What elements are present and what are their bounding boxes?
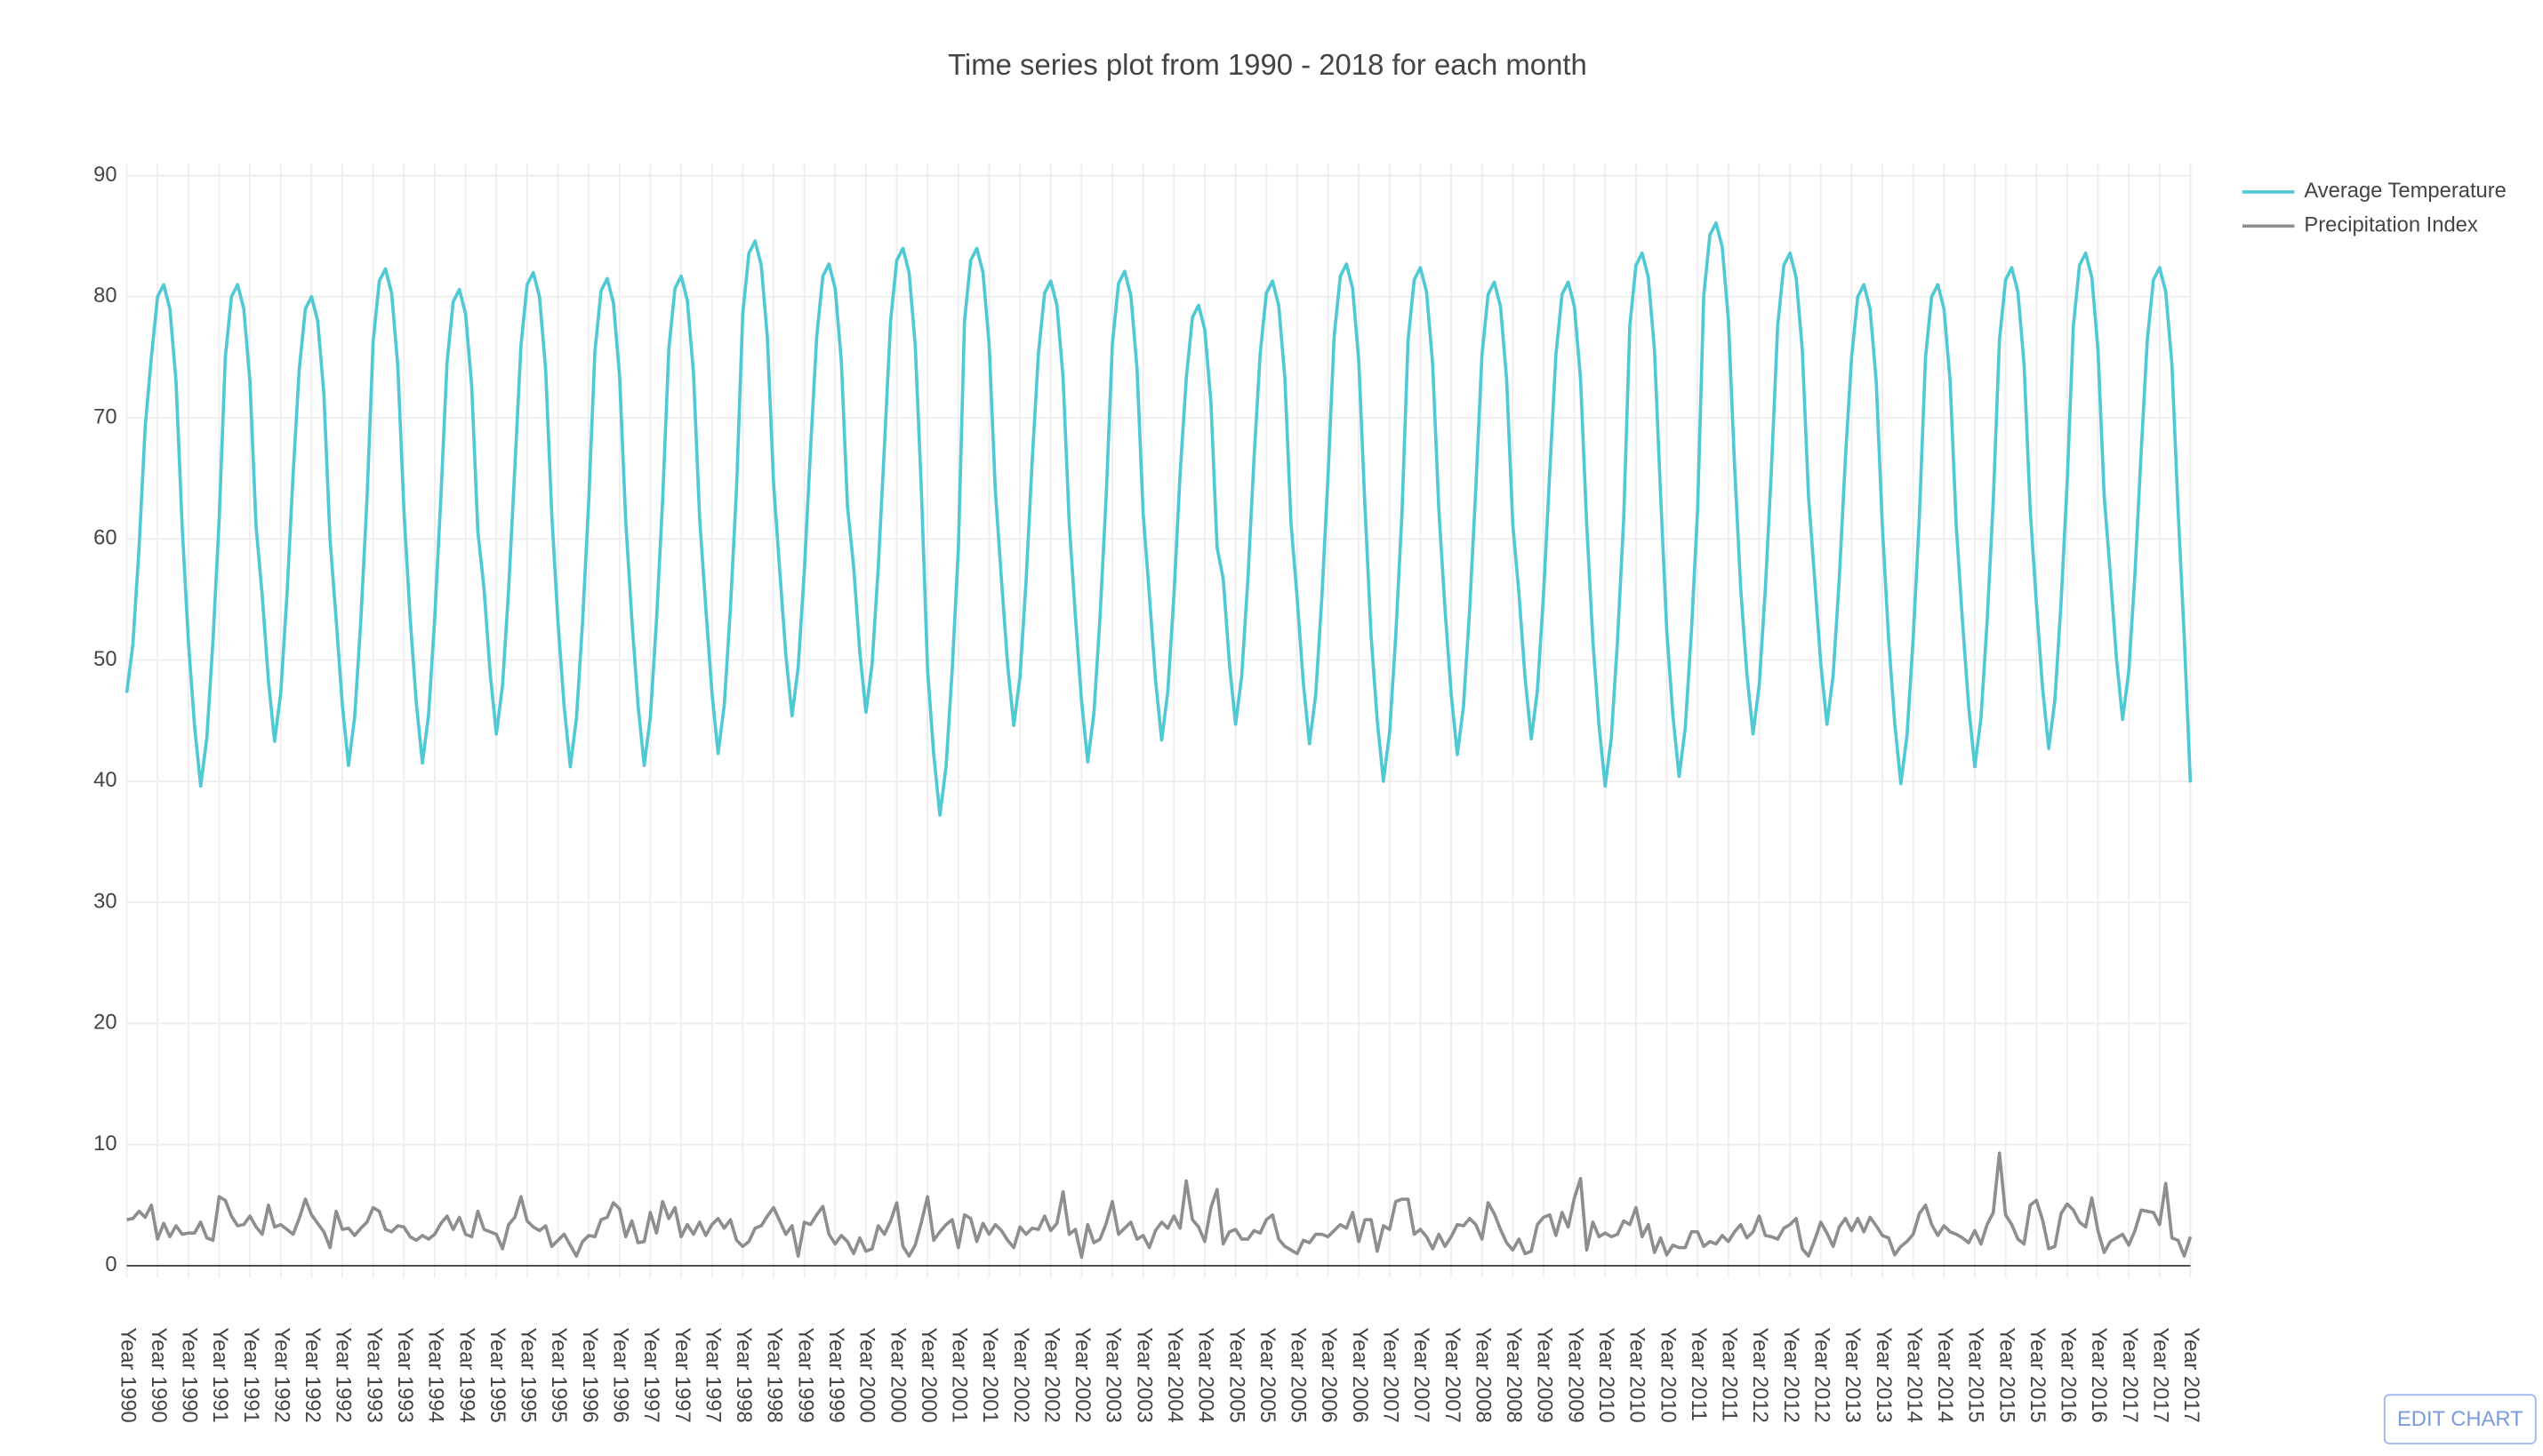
x-tick-label: Year 1992	[301, 1327, 325, 1422]
x-tick-label: Year 2001	[978, 1327, 1002, 1422]
x-tick-label: Year 1999	[824, 1327, 848, 1422]
x-tick-label: Year 2000	[917, 1327, 941, 1422]
x-tick-label: Year 1996	[578, 1327, 602, 1422]
x-tick-label: Year 2012	[1809, 1327, 1833, 1422]
x-tick-label: Year 2008	[1471, 1327, 1495, 1422]
x-tick-label: Year 1997	[670, 1327, 694, 1422]
x-tick-label: Year 2013	[1872, 1327, 1896, 1422]
x-tick-label: Year 2005	[1224, 1327, 1248, 1422]
x-tick-label: Year 2000	[886, 1327, 910, 1422]
y-tick-label: 50	[93, 647, 116, 671]
legend-label: Average Temperature	[2304, 179, 2507, 203]
x-tick-label: Year 2000	[855, 1327, 879, 1422]
x-tick-label: Year 1999	[793, 1327, 817, 1422]
y-tick-label: 90	[93, 163, 116, 187]
series-line	[126, 1151, 2193, 1260]
x-tick-label: Year 1994	[454, 1327, 478, 1422]
y-tick-label: 70	[93, 404, 116, 428]
x-tick-label: Year 1991	[208, 1327, 232, 1422]
x-tick-label: Year 2004	[1163, 1327, 1187, 1422]
x-tick-label: Year 2012	[1779, 1327, 1803, 1422]
x-tick-label: Year 2017	[2179, 1327, 2203, 1422]
x-tick-label: Year 1993	[393, 1327, 417, 1422]
x-tick-label: Year 1997	[639, 1327, 663, 1422]
x-tick-label: Year 2005	[1255, 1327, 1280, 1422]
x-tick-label: Year 2006	[1317, 1327, 1341, 1422]
x-tick-label: Year 2007	[1379, 1327, 1403, 1422]
x-tick-label: Year 1995	[485, 1327, 509, 1422]
x-tick-label: Year 1990	[178, 1327, 202, 1422]
x-tick-label: Year 2012	[1748, 1327, 1772, 1422]
x-tick-label: Year 1995	[517, 1327, 541, 1422]
x-tick-label: Year 2015	[2026, 1327, 2050, 1422]
chart-title: Time series plot from 1990 - 2018 for ea…	[948, 48, 1587, 81]
x-tick-label: Year 2008	[1502, 1327, 1526, 1422]
x-tick-label: Year 2016	[2087, 1327, 2111, 1422]
y-tick-label: 0	[105, 1252, 116, 1276]
series-line	[124, 220, 2193, 817]
x-tick-label: Year 2010	[1625, 1327, 1649, 1422]
x-tick-label: Year 2003	[1102, 1327, 1126, 1422]
y-tick-label: 20	[93, 1011, 116, 1035]
x-tick-label: Year 2001	[948, 1327, 972, 1422]
x-tick-label: Year 2015	[1964, 1327, 1988, 1422]
x-tick-label: Year 1994	[424, 1327, 448, 1422]
x-tick-label: Year 2002	[1071, 1327, 1095, 1422]
x-tick-label: Year 2009	[1563, 1327, 1587, 1422]
x-tick-label: Year 1993	[362, 1327, 386, 1422]
x-tick-label: Year 1990	[147, 1327, 171, 1422]
legend: Average Temperature Precipitation Index	[2242, 179, 2507, 237]
x-tick-label: Year 1998	[763, 1327, 787, 1422]
x-tick-label: Year 2010	[1594, 1327, 1618, 1422]
x-tick-label: Year 1996	[609, 1327, 633, 1422]
x-tick-label: Year 1991	[239, 1327, 263, 1422]
y-tick-label: 60	[93, 526, 116, 550]
y-tick-label: 10	[93, 1132, 116, 1156]
x-tick-label: Year 2014	[1902, 1327, 1926, 1422]
x-tick-label: Year 2015	[1994, 1327, 2018, 1422]
x-tick-label: Year 2010	[1656, 1327, 1680, 1422]
x-tick-label: Year 1997	[701, 1327, 725, 1422]
edit-chart-label[interactable]: EDIT CHART	[2397, 1407, 2523, 1431]
y-tick-label: 40	[93, 768, 116, 792]
x-tick-label: Year 2014	[1933, 1327, 1957, 1422]
x-tick-label: Year 1992	[269, 1327, 293, 1422]
legend-label: Precipitation Index	[2304, 213, 2478, 237]
x-tick-label: Year 1998	[732, 1327, 756, 1422]
plot-lines	[124, 220, 2193, 1260]
x-tick-label: Year 2007	[1409, 1327, 1433, 1422]
x-tick-label: Year 2004	[1194, 1327, 1218, 1422]
x-tick-label: Year 2002	[1039, 1327, 1063, 1422]
x-tick-label: Year 1990	[116, 1327, 140, 1422]
x-tick-label: Year 2007	[1440, 1327, 1464, 1422]
x-tick-label: Year 2009	[1533, 1327, 1557, 1422]
x-tick-label: Year 2003	[1132, 1327, 1156, 1422]
x-tick-label: Year 1992	[332, 1327, 356, 1422]
x-tick-label: Year 1995	[547, 1327, 571, 1422]
y-tick-label: 80	[93, 284, 116, 308]
edit-chart-frame[interactable]	[2383, 1394, 2537, 1444]
axes: Year 1990 Year 1990 Year 1990 Year 1991 Year…	[93, 163, 2203, 1423]
x-tick-label: Year 2002	[1009, 1327, 1033, 1422]
y-tick-label: 30	[93, 889, 116, 913]
edit-chart-button[interactable]: EDIT CHART	[2383, 1394, 2537, 1444]
x-tick-label: Year 2017	[2118, 1327, 2142, 1422]
x-tick-label: Year 2016	[2057, 1327, 2081, 1422]
x-tick-label: Year 2013	[1841, 1327, 1865, 1422]
x-tick-label: Year 2017	[2149, 1327, 2173, 1422]
x-tick-label: Year 2011	[1718, 1327, 1742, 1421]
x-tick-label: Year 2006	[1348, 1327, 1372, 1422]
x-tick-label: Year 2011	[1687, 1327, 1711, 1421]
x-tick-label: Year 2005	[1287, 1327, 1311, 1422]
